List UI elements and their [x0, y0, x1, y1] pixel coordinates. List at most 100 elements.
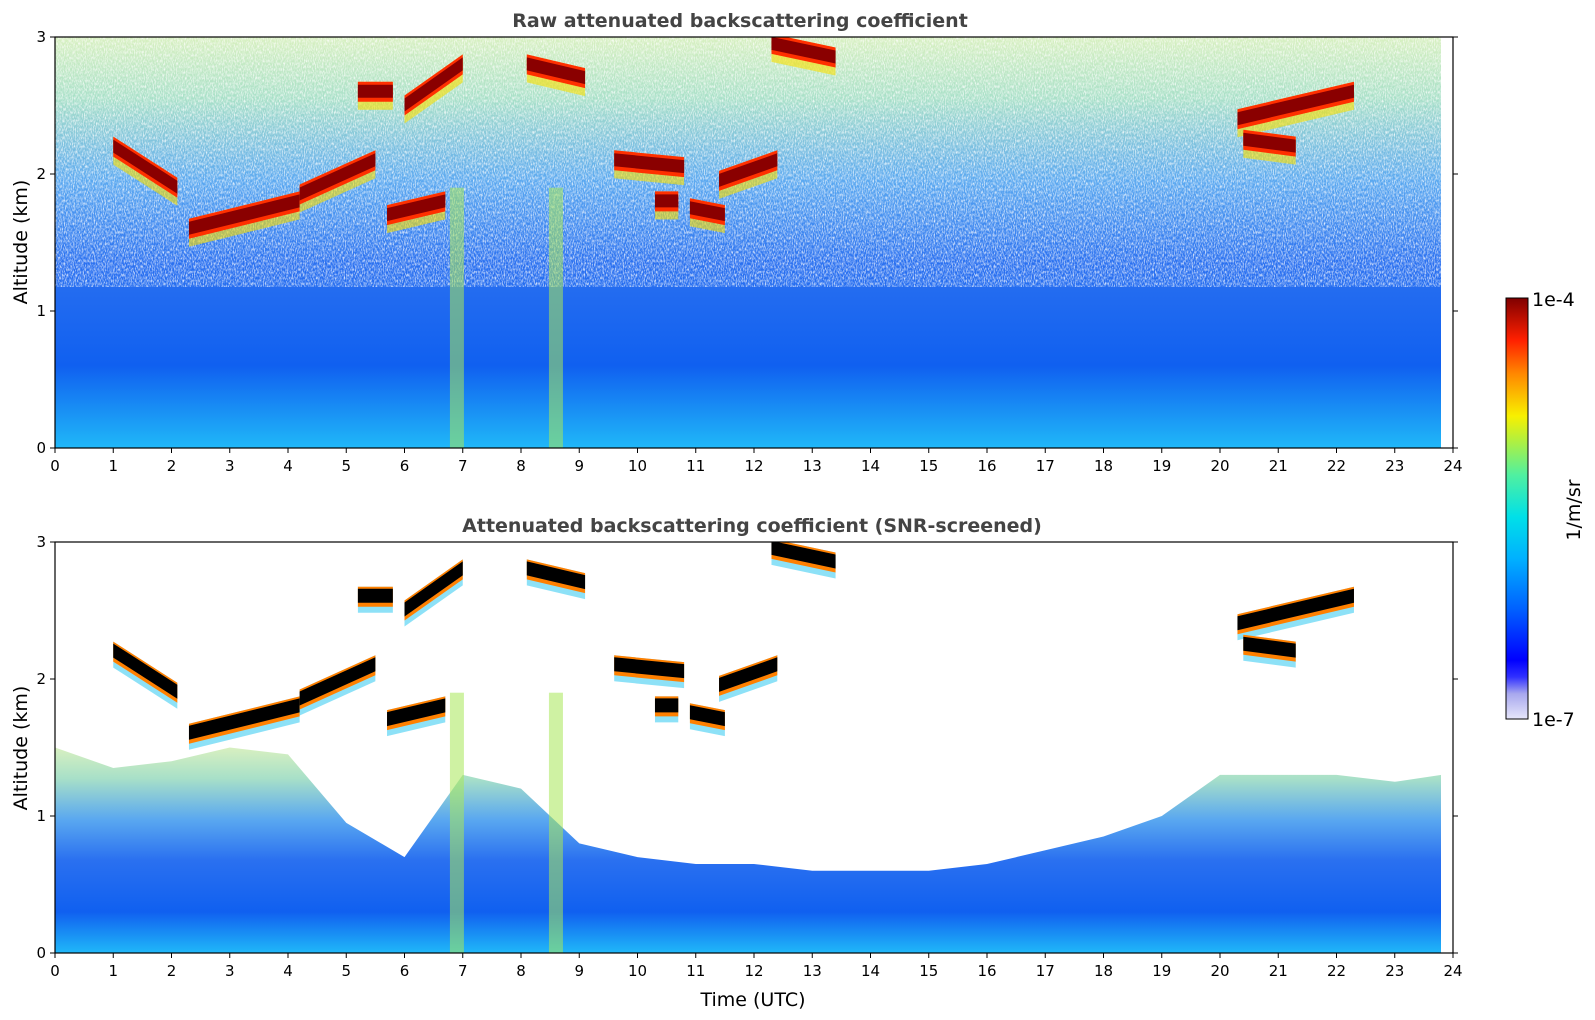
screened-xtick-label: 13 — [803, 962, 822, 980]
screened-xtick-label: 1 — [108, 962, 118, 980]
raw-ytick-label: 1 — [36, 302, 46, 320]
raw-aerosol-plume — [449, 187, 464, 448]
screened-xtick-label: 17 — [1036, 962, 1055, 980]
raw-cloud-layer — [113, 139, 178, 194]
panel-screened: Attenuated backscattering coefficient (S… — [10, 515, 1463, 1011]
raw-cloud-layer — [357, 84, 393, 98]
raw-cloud-layer — [1243, 132, 1296, 153]
colorbar-min-label: 1e-7 — [1532, 709, 1575, 731]
raw-xtick-label: 12 — [744, 457, 763, 475]
screened-cloud-layer — [188, 698, 300, 740]
screened-xtick-label: 2 — [167, 962, 177, 980]
screened-xtick-label: 14 — [861, 962, 880, 980]
colorbar-gradient — [1506, 298, 1528, 719]
raw-xtick-label: 8 — [516, 457, 526, 475]
screened-xtick-label: 16 — [977, 962, 996, 980]
panel-screened-ylabel: Altitude (km) — [10, 686, 32, 811]
screened-cloud-layer — [299, 657, 376, 706]
raw-xtick-label: 5 — [341, 457, 351, 475]
raw-xtick-label: 18 — [1094, 457, 1113, 475]
screened-xtick-label: 4 — [283, 962, 293, 980]
screened-cloud-layer — [719, 657, 778, 692]
raw-xtick-label: 3 — [225, 457, 235, 475]
raw-xtick-label: 10 — [628, 457, 647, 475]
screened-xtick-label: 6 — [400, 962, 410, 980]
raw-ytick-label: 2 — [36, 165, 46, 183]
screened-cloud-layer — [357, 588, 393, 603]
screened-xtick-label: 24 — [1443, 962, 1462, 980]
panel-raw-ylabel: Altitude (km) — [10, 180, 32, 305]
raw-cloud-layer — [1237, 84, 1354, 126]
panel-screened-title: Attenuated backscattering coefficient (S… — [462, 515, 1042, 537]
raw-cloud-layer — [689, 201, 725, 222]
raw-xtick-label: 13 — [803, 457, 822, 475]
raw-xtick-label: 4 — [283, 457, 293, 475]
raw-xtick-label: 19 — [1152, 457, 1171, 475]
raw-cloud-layer — [404, 57, 463, 112]
raw-ytick-label: 3 — [36, 28, 46, 46]
colorbar: 1e-4 1e-7 1/m/sr — [1505, 289, 1585, 731]
screened-xtick-label: 15 — [919, 962, 938, 980]
screened-xtick-label: 10 — [628, 962, 647, 980]
screened-cloud-layer — [614, 657, 685, 679]
raw-xtick-label: 14 — [861, 457, 880, 475]
screened-xtick-label: 8 — [516, 962, 526, 980]
screened-xtick-label: 7 — [458, 962, 468, 980]
raw-xtick-label: 15 — [919, 457, 938, 475]
raw-cloud-layer — [188, 194, 300, 235]
raw-ytick-label: 0 — [36, 439, 46, 457]
screened-cloud-layer — [526, 561, 586, 590]
panel-raw: Raw attenuated backscattering coefficien… — [10, 10, 1463, 475]
raw-xtick-label: 1 — [108, 457, 118, 475]
colorbar-max-label: 1e-4 — [1532, 289, 1575, 311]
screened-xtick-label: 9 — [574, 962, 584, 980]
raw-xtick-label: 23 — [1385, 457, 1404, 475]
screened-no-data-strip — [1441, 542, 1453, 953]
raw-cloud-layer — [526, 57, 586, 85]
raw-cloud-layer — [614, 153, 685, 174]
screened-xtick-label: 18 — [1094, 962, 1113, 980]
screened-xtick-label: 19 — [1152, 962, 1171, 980]
screened-cloud-layer — [654, 698, 679, 713]
raw-xtick-label: 24 — [1443, 457, 1462, 475]
screened-cloud-layer — [404, 561, 463, 617]
screened-xtick-label: 0 — [50, 962, 60, 980]
raw-xtick-label: 7 — [458, 457, 468, 475]
screened-ytick-label: 2 — [36, 670, 46, 688]
screened-xtick-label: 3 — [225, 962, 235, 980]
screened-cloud-features — [113, 542, 1354, 953]
raw-xtick-label: 21 — [1269, 457, 1288, 475]
panel-raw-y-axis: 0 1 2 3 — [36, 28, 1458, 457]
panel-screened-y-axis: 0 1 2 3 — [36, 533, 1458, 962]
raw-cloud-layer — [299, 153, 376, 201]
raw-cloud-layer — [771, 37, 836, 64]
screened-cloud-layer — [113, 643, 178, 699]
screened-cloud-layer — [1243, 636, 1296, 658]
colorbar-unit-label: 1/m/sr — [1563, 479, 1585, 540]
screened-cloud-layer — [387, 698, 446, 727]
raw-xtick-label: 2 — [167, 457, 177, 475]
screened-cloud-layer — [771, 542, 836, 569]
screened-xtick-label: 20 — [1210, 962, 1229, 980]
raw-xtick-label: 16 — [977, 457, 996, 475]
raw-xtick-label: 22 — [1327, 457, 1346, 475]
raw-xtick-label: 20 — [1210, 457, 1229, 475]
raw-cloud-layer — [387, 194, 446, 222]
raw-no-data-strip — [1441, 37, 1453, 448]
screened-ytick-label: 1 — [36, 807, 46, 825]
screened-cloud-layer — [689, 705, 725, 727]
screened-xtick-label: 23 — [1385, 962, 1404, 980]
raw-xtick-label: 17 — [1036, 457, 1055, 475]
screened-xtick-label: 11 — [686, 962, 705, 980]
raw-aerosol-plume — [548, 187, 563, 448]
screened-xtick-label: 22 — [1327, 962, 1346, 980]
screened-aerosol-plume — [548, 692, 563, 953]
raw-cloud-features — [113, 37, 1354, 448]
panel-screened-xlabel: Time (UTC) — [699, 989, 805, 1011]
panel-screened-x-axis: 0 1 2 3 4 5 6 7 8 9 10 11 12 13 14 15 16 17 18 19 20 21 22 23 24 — [50, 953, 1463, 980]
screened-cloud-layer — [1237, 588, 1354, 631]
screened-valid-region — [55, 747, 1442, 953]
screened-ytick-label: 0 — [36, 944, 46, 962]
screened-aerosol-plume — [449, 692, 464, 953]
